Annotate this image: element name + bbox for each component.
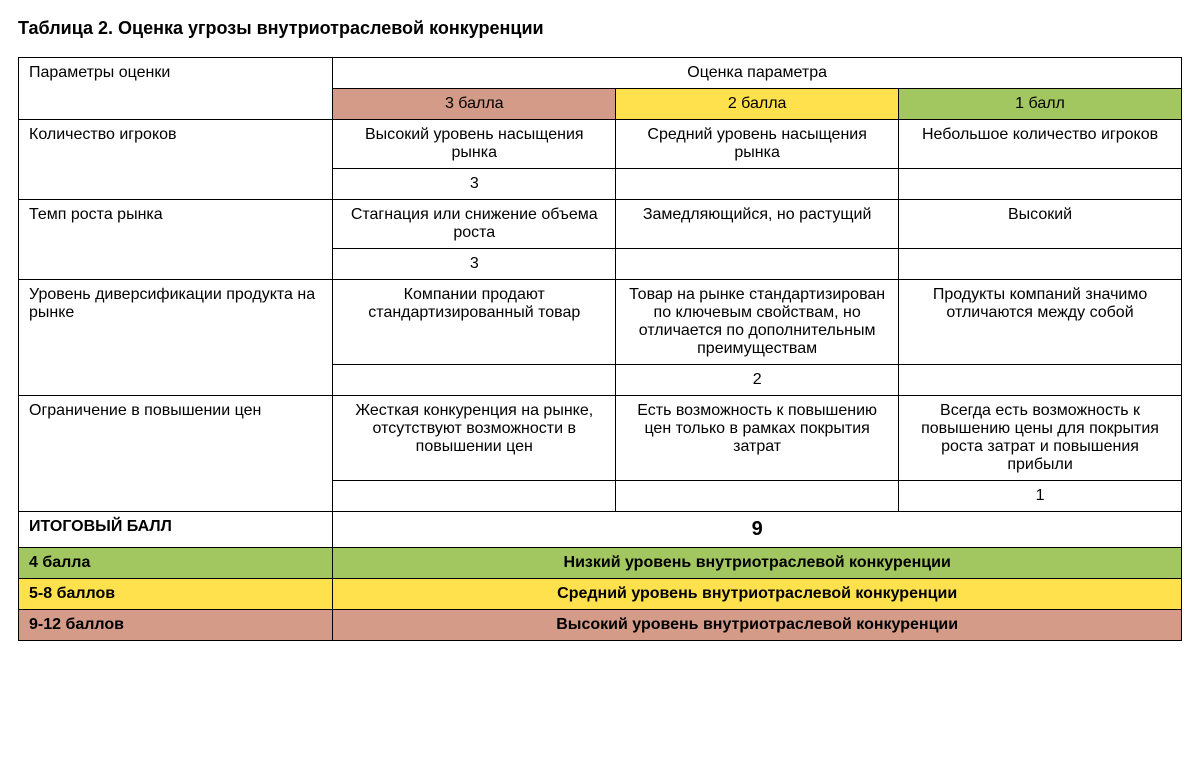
legend-row: 5-8 балловСредний уровень внутриотраслев… bbox=[19, 579, 1182, 610]
param-header: Параметры оценки bbox=[19, 58, 333, 120]
score-cell-3 bbox=[333, 481, 616, 512]
score-cell-3: 3 bbox=[333, 169, 616, 200]
desc-cell-3: Жесткая конкуренция на рынке, отсутствую… bbox=[333, 396, 616, 481]
total-value: 9 bbox=[333, 512, 1182, 548]
table-title: Таблица 2. Оценка угрозы внутриотраслево… bbox=[18, 18, 1182, 39]
assessment-table: Параметры оценки Оценка параметра 3 балл… bbox=[18, 57, 1182, 641]
desc-cell-2: Есть возможность к повышению цен только … bbox=[616, 396, 899, 481]
legend-label: 4 балла bbox=[19, 548, 333, 579]
score-cell-2 bbox=[616, 169, 899, 200]
legend-label: 5-8 баллов bbox=[19, 579, 333, 610]
legend-desc: Средний уровень внутриотраслевой конкуре… bbox=[333, 579, 1182, 610]
legend-row: 9-12 балловВысокий уровень внутриотрасле… bbox=[19, 610, 1182, 641]
desc-cell-3: Стагнация или снижение объема роста bbox=[333, 200, 616, 249]
desc-cell-1: Всегда есть возможность к повышению цены… bbox=[899, 396, 1182, 481]
score-cell-1 bbox=[899, 169, 1182, 200]
score-cell-1 bbox=[899, 365, 1182, 396]
desc-cell-1: Высокий bbox=[899, 200, 1182, 249]
param-cell: Количество игроков bbox=[19, 120, 333, 200]
legend-desc: Низкий уровень внутриотраслевой конкурен… bbox=[333, 548, 1182, 579]
score-col-1: 1 балл bbox=[899, 89, 1182, 120]
desc-cell-3: Высокий уровень насыщения рынка bbox=[333, 120, 616, 169]
score-col-2: 2 балла bbox=[616, 89, 899, 120]
desc-cell-2: Средний уровень насыщения рынка bbox=[616, 120, 899, 169]
header-row-1: Параметры оценки Оценка параметра bbox=[19, 58, 1182, 89]
table-row: Количество игроковВысокий уровень насыще… bbox=[19, 120, 1182, 169]
legend-desc: Высокий уровень внутриотраслевой конкуре… bbox=[333, 610, 1182, 641]
param-cell: Ограничение в повышении цен bbox=[19, 396, 333, 512]
table-row: Уровень диверсификации продукта на рынке… bbox=[19, 280, 1182, 365]
score-header: Оценка параметра bbox=[333, 58, 1182, 89]
total-label: ИТОГОВЫЙ БАЛЛ bbox=[19, 512, 333, 548]
legend-label: 9-12 баллов bbox=[19, 610, 333, 641]
table-row: Темп роста рынкаСтагнация или снижение о… bbox=[19, 200, 1182, 249]
score-cell-1: 1 bbox=[899, 481, 1182, 512]
desc-cell-2: Замедляющийся, но растущий bbox=[616, 200, 899, 249]
param-cell: Темп роста рынка bbox=[19, 200, 333, 280]
table-row: Ограничение в повышении ценЖесткая конку… bbox=[19, 396, 1182, 481]
score-cell-2: 2 bbox=[616, 365, 899, 396]
score-cell-2 bbox=[616, 249, 899, 280]
score-col-3: 3 балла bbox=[333, 89, 616, 120]
desc-cell-1: Небольшое количество игроков bbox=[899, 120, 1182, 169]
param-cell: Уровень диверсификации продукта на рынке bbox=[19, 280, 333, 396]
score-cell-3: 3 bbox=[333, 249, 616, 280]
desc-cell-3: Компании продают стандартизированный тов… bbox=[333, 280, 616, 365]
score-cell-3 bbox=[333, 365, 616, 396]
total-row: ИТОГОВЫЙ БАЛЛ9 bbox=[19, 512, 1182, 548]
desc-cell-1: Продукты компаний значимо отличаются меж… bbox=[899, 280, 1182, 365]
score-cell-2 bbox=[616, 481, 899, 512]
score-cell-1 bbox=[899, 249, 1182, 280]
desc-cell-2: Товар на рынке стандартизирован по ключе… bbox=[616, 280, 899, 365]
legend-row: 4 баллаНизкий уровень внутриотраслевой к… bbox=[19, 548, 1182, 579]
